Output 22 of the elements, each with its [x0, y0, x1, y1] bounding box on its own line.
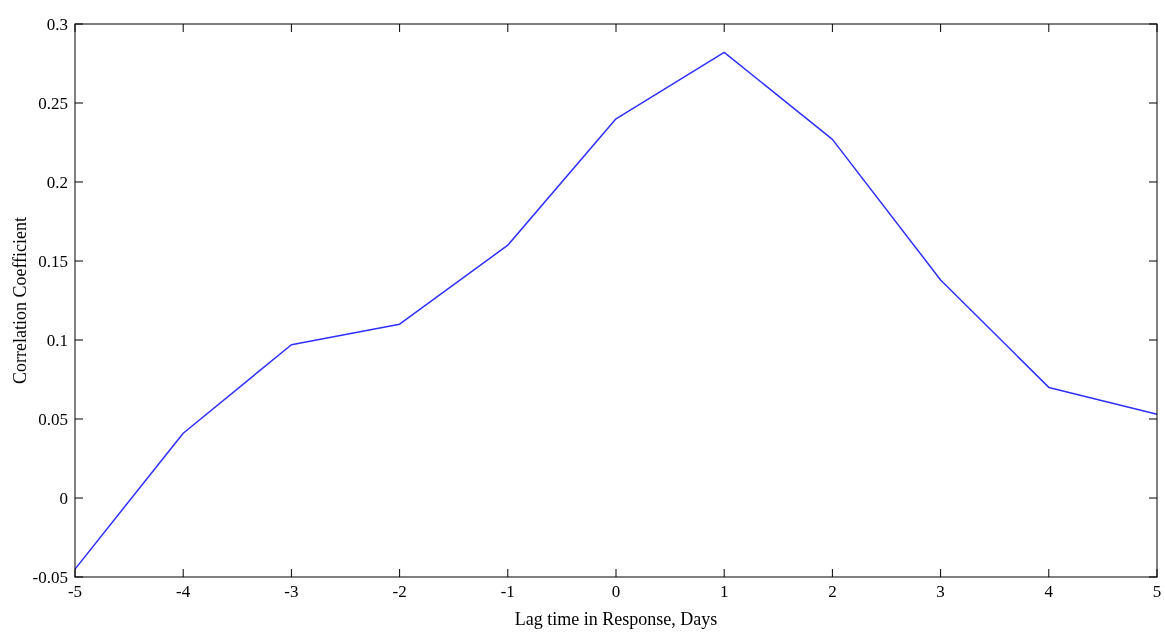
y-tick-label: 0.05 [38, 410, 68, 429]
x-tick-label: 0 [611, 582, 621, 601]
x-tick-label: 4 [1044, 582, 1054, 601]
y-tick-label: 0.15 [38, 252, 68, 271]
x-tick-label: 3 [936, 582, 945, 601]
y-tick-label: 0.25 [38, 94, 68, 113]
y-tick-label: 0.3 [46, 15, 68, 34]
x-tick-label: -5 [67, 582, 83, 601]
x-tick-label: -2 [392, 582, 407, 601]
x-tick-label: 2 [828, 582, 837, 601]
x-tick-label: 5 [1152, 582, 1162, 601]
y-tick-label: -0.05 [32, 568, 68, 587]
x-tick-label: 1 [719, 582, 729, 601]
y-axis-title: Correlation Coefficient [10, 216, 30, 385]
x-tick-label: -1 [500, 582, 515, 601]
y-tick-label: 0.2 [46, 173, 68, 192]
line-series [74, 51, 1158, 570]
x-axis-title: Lag time in Response, Days [514, 609, 718, 629]
x-tick-label: -4 [176, 582, 191, 601]
y-tick-label: 0.1 [46, 331, 68, 350]
y-tick-label: 0 [59, 489, 68, 508]
x-tick-label: -3 [284, 582, 299, 601]
